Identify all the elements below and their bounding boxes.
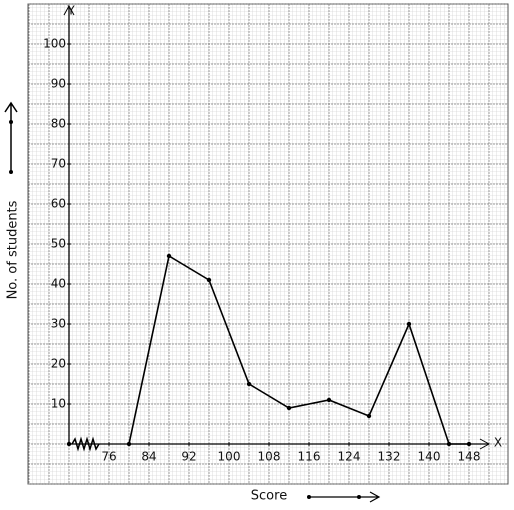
y-tick-label: 100 (43, 37, 66, 51)
x-arrow-dot (307, 495, 311, 499)
x-tick-label: 148 (458, 450, 481, 464)
x-tick-label: 124 (338, 450, 361, 464)
y-arrow-dot (9, 120, 13, 124)
point (286, 405, 292, 411)
point (466, 441, 472, 447)
y-tick-label: 30 (51, 317, 66, 331)
y-tick-label: 10 (51, 397, 66, 411)
y-axis-label: No. of students (6, 200, 21, 299)
x-tick-label: 132 (378, 450, 401, 464)
frequency-line (128, 254, 469, 445)
point (326, 397, 332, 403)
y-arrow (4, 101, 18, 172)
y-tick-label: 90 (51, 77, 66, 91)
point (126, 441, 132, 447)
x-tick-label: 92 (181, 450, 196, 464)
x-tick-label: 76 (101, 450, 116, 464)
y-tick-label: 40 (51, 277, 66, 291)
y-tick-label: 60 (51, 197, 66, 211)
y-axis-name: Y (66, 4, 75, 18)
point (246, 381, 252, 387)
y-tick-label: 70 (51, 157, 66, 171)
point (206, 277, 212, 283)
x-tick-label: 100 (218, 450, 241, 464)
x-tick-label: 116 (298, 450, 321, 464)
x-arrow (309, 491, 381, 503)
x-tick-label: 108 (258, 450, 281, 464)
origin-dot (66, 441, 72, 447)
point (166, 253, 172, 259)
y-tick-label: 80 (51, 117, 66, 131)
point (406, 321, 412, 327)
x-axis-arrow (479, 438, 491, 450)
y-tick-label: 50 (51, 237, 66, 251)
point (446, 441, 452, 447)
x-tick-label: 140 (418, 450, 441, 464)
y-axis-arrow (63, 4, 75, 16)
x-arrow-dot (357, 495, 361, 499)
point (366, 413, 372, 419)
y-tick-label: 20 (51, 357, 66, 371)
major-grid (28, 3, 508, 485)
x-axis-label: Score (251, 489, 287, 504)
y-arrow-dot (9, 170, 13, 174)
x-tick-label: 84 (141, 450, 156, 464)
x-axis-name: X (494, 436, 502, 450)
